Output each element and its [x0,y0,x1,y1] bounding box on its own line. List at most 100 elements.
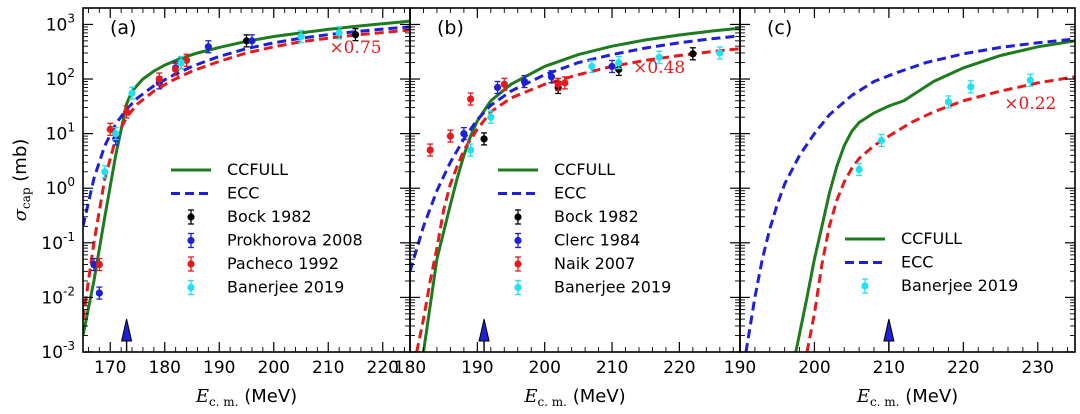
data-point-pacheco-1992 [155,72,163,86]
legend-label: Banerjee 2019 [227,278,344,297]
panel-1: 170 180 190 200 210 220 (a) ×0.75 CCFULL ECC Bock … [82,7,411,378]
data-point-naik-2007 [426,143,434,157]
legend-label: Clerc 1984 [554,231,640,250]
y-tick-label: 101 [46,121,75,145]
legend-swatch [514,260,522,268]
data-point-banerjee-2019 [967,80,975,94]
legend-label: Banerjee 2019 [901,276,1018,295]
legend-swatch [514,283,522,292]
y-axis-title: 10-3 10-2 10-1 100 101 102 103 σcap (mb) [10,11,75,363]
legend-swatch [187,236,195,245]
data-points [426,46,724,157]
data-point-bock-1982 [242,34,251,48]
legend-label: CCFULL [227,160,288,179]
y-tick-label: 103 [46,11,75,35]
x-tick-label: 180 [394,358,426,378]
x-tick-label: 220 [663,358,695,378]
curve-ecc [410,34,740,272]
legend: CCFULL ECC Bock 1982 Prokhorova 2008 Pacheco… [171,160,363,297]
legend-label: Bock 1982 [554,207,639,226]
y-tick-label: 100 [46,175,75,199]
data-point-bock-1982 [689,47,697,61]
data-point-pacheco-1992 [172,62,180,77]
x-ticks: 170 180 190 200 210 220 [87,8,405,378]
legend-swatch [861,282,869,290]
data-point-banerjee-2019 [128,86,136,100]
x-tick-label: 170 [94,358,126,378]
data-point-prokhorova-2008 [95,286,103,300]
y-axis-label: σcap (mb) [10,139,33,222]
data-point-naik-2007 [467,92,475,106]
legend: CCFULL ECC Bock 1982 Clerc 1984 Naik 2007 Ban… [498,160,671,297]
x-axis-label: Ec. m. (MeV) [195,386,297,409]
y-tick-label: 10-1 [41,230,75,254]
data-point-naik-2007 [561,76,569,90]
y-tick-label: 10-2 [41,284,75,308]
legend-label: CCFULL [901,229,962,248]
panel-3: 190 200 210 220 230 (c) ×0.22 CCFULL ECC Banerjee… [724,7,1076,378]
plot-frame [739,7,1076,353]
x-tick-label: 220 [947,358,979,378]
legend-swatch [514,213,522,221]
x-tick-label: 200 [258,358,290,378]
data-point-pacheco-1992 [106,122,114,136]
data-point-banerjee-2019 [297,29,305,44]
legend-label: Banerjee 2019 [554,278,671,297]
panel-2: 180 190 200 210 220 (b) ×0.48 CCFULL ECC Bock 198… [394,7,741,378]
x-tick-label: 210 [596,358,628,378]
data-point-banerjee-2019 [615,55,623,70]
legend-label: ECC [554,184,586,203]
x-tick-label: 190 [724,358,756,378]
y-tick-label: 102 [46,66,75,90]
scale-factor-label: ×0.48 [633,58,685,78]
data-point-naik-2007 [554,77,562,91]
data-point-prokhorova-2008 [248,34,256,48]
data-point-pacheco-1992 [95,257,103,272]
data-point-banerjee-2019 [655,50,663,64]
y-tick-label: 10-3 [41,339,75,363]
legend-label: Prokhorova 2008 [227,231,363,250]
x-tick-label: 190 [203,358,235,378]
data-point-banerjee-2019 [1026,73,1034,87]
data-point-banerjee-2019 [177,55,185,70]
x-tick-label: 200 [528,358,560,378]
y-ticks [740,7,1075,353]
x-tick-label: 190 [461,358,493,378]
x-axis-titles: Ec. m. (MeV) Ec. m. (MeV) Ec. m. (MeV) [195,386,958,409]
legend-swatch [514,236,522,245]
legend: CCFULL ECC Banerjee 2019 [845,229,1018,295]
curve-ecc-0-22 [805,75,1075,352]
curve-ecc [744,37,1075,352]
legend-label: Naik 2007 [554,254,635,273]
data-point-banerjee-2019 [877,133,886,148]
x-tick-label: 180 [149,358,181,378]
legend-swatch [187,283,195,292]
data-point-banerjee-2019 [588,59,596,74]
data-point-banerjee-2019 [487,110,495,124]
x-tick-label: 230 [1022,358,1054,378]
data-point-clerc-1984 [547,70,556,84]
data-point-banerjee-2019 [944,95,953,109]
data-point-banerjee-2019 [101,165,109,179]
barrier-arrow [883,318,895,342]
scale-factor-label: ×0.75 [329,38,381,58]
data-point-clerc-1984 [460,126,468,141]
data-point-pacheco-1992 [123,105,131,119]
data-point-naik-2007 [500,77,508,91]
data-point-clerc-1984 [608,59,616,74]
panel-label: (a) [110,17,136,39]
data-point-banerjee-2019 [335,26,343,40]
legend-label: Pacheco 1992 [227,254,339,273]
curve-ecc-0-48 [415,47,740,352]
data-point-prokhorova-2008 [204,40,212,54]
curves [744,37,1075,352]
x-tick-label: 200 [798,358,830,378]
legend-swatch [187,260,195,268]
curve-ccfull [794,39,1075,352]
curve-ccfull [422,26,740,352]
y-ticks [83,7,410,353]
x-tick-label: 220 [367,358,399,378]
barrier-arrow [478,318,490,342]
data-point-banerjee-2019 [112,126,120,141]
